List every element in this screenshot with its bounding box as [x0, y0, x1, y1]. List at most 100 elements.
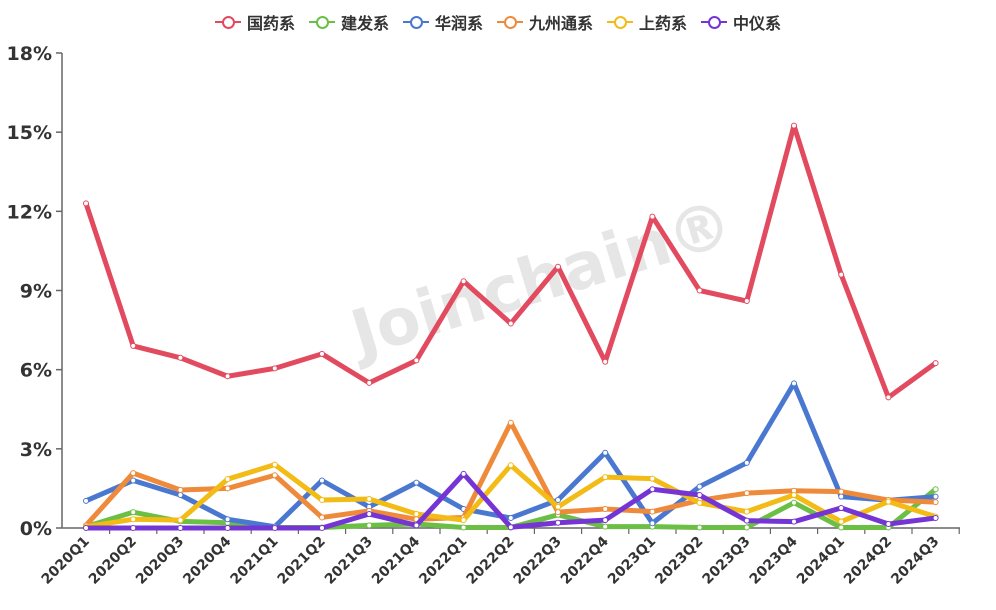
data-point-marker[interactable]	[177, 492, 184, 499]
data-point-marker[interactable]	[507, 514, 514, 521]
data-point-marker[interactable]	[555, 509, 561, 516]
data-point-marker[interactable]	[932, 499, 939, 506]
data-point-marker[interactable]	[83, 525, 89, 531]
data-point-marker[interactable]	[130, 470, 137, 477]
data-point-marker[interactable]	[743, 517, 750, 524]
data-point-marker[interactable]	[838, 504, 845, 511]
data-point-marker[interactable]	[413, 357, 420, 364]
data-point-marker[interactable]	[83, 497, 89, 504]
data-point-marker[interactable]	[932, 493, 939, 500]
data-point-marker[interactable]	[507, 419, 514, 426]
data-point-marker[interactable]	[319, 350, 325, 357]
data-point-marker[interactable]	[413, 522, 420, 529]
data-point-marker[interactable]	[743, 490, 750, 497]
data-point-marker[interactable]	[177, 517, 184, 524]
data-point-marker[interactable]	[602, 523, 609, 530]
data-point-marker[interactable]	[743, 524, 750, 531]
data-point-marker[interactable]	[460, 470, 467, 477]
data-point-marker[interactable]	[838, 493, 845, 500]
data-point-marker[interactable]	[507, 462, 514, 469]
legend-item-4[interactable]: 上药系	[607, 10, 687, 34]
data-point-marker[interactable]	[602, 358, 609, 365]
data-point-marker[interactable]	[177, 525, 184, 531]
data-point-marker[interactable]	[271, 461, 278, 468]
data-point-marker[interactable]	[177, 354, 184, 361]
data-point-marker[interactable]	[555, 497, 561, 504]
data-point-marker[interactable]	[555, 263, 561, 270]
series-0[interactable]	[83, 122, 939, 401]
data-point-marker[interactable]	[507, 524, 514, 531]
data-point-marker[interactable]	[366, 379, 373, 386]
data-point-marker[interactable]	[602, 517, 609, 524]
data-point-marker[interactable]	[791, 492, 797, 499]
data-point-marker[interactable]	[130, 509, 137, 516]
data-point-marker[interactable]	[696, 499, 703, 506]
data-point-marker[interactable]	[838, 518, 845, 525]
data-point-marker[interactable]	[838, 488, 845, 495]
data-point-marker[interactable]	[791, 518, 797, 525]
data-point-marker[interactable]	[319, 525, 325, 531]
legend-item-5[interactable]: 中仪系	[701, 10, 781, 34]
data-point-marker[interactable]	[460, 517, 467, 524]
series-5[interactable]	[83, 470, 939, 531]
data-point-marker[interactable]	[838, 271, 845, 278]
data-point-marker[interactable]	[555, 503, 561, 510]
data-point-marker[interactable]	[130, 516, 137, 523]
data-point-marker[interactable]	[932, 514, 939, 521]
data-point-marker[interactable]	[507, 320, 514, 327]
data-point-marker[interactable]	[224, 476, 231, 483]
data-point-marker[interactable]	[932, 486, 939, 493]
data-point-marker[interactable]	[130, 477, 137, 484]
data-point-marker[interactable]	[649, 520, 656, 527]
data-point-marker[interactable]	[649, 213, 656, 220]
data-point-marker[interactable]	[791, 122, 797, 129]
data-point-marker[interactable]	[885, 498, 892, 505]
data-point-marker[interactable]	[366, 495, 373, 502]
data-point-marker[interactable]	[177, 487, 184, 493]
data-point-marker[interactable]	[791, 499, 797, 506]
data-point-marker[interactable]	[696, 483, 703, 490]
data-point-marker[interactable]	[602, 506, 609, 512]
data-point-marker[interactable]	[460, 524, 467, 531]
data-point-marker[interactable]	[130, 525, 137, 531]
data-point-marker[interactable]	[130, 342, 137, 349]
data-point-marker[interactable]	[224, 485, 231, 492]
data-point-marker[interactable]	[555, 519, 561, 526]
data-point-marker[interactable]	[649, 475, 656, 482]
data-point-marker[interactable]	[319, 497, 325, 504]
data-point-marker[interactable]	[271, 472, 278, 479]
data-point-marker[interactable]	[602, 474, 609, 481]
data-point-marker[interactable]	[791, 380, 797, 387]
data-point-marker[interactable]	[838, 524, 845, 531]
legend-item-3[interactable]: 九州通系	[497, 10, 593, 34]
data-point-marker[interactable]	[696, 524, 703, 531]
data-point-marker[interactable]	[743, 298, 750, 305]
data-point-marker[interactable]	[271, 525, 278, 531]
data-point-marker[interactable]	[224, 525, 231, 531]
legend-item-0[interactable]: 国药系	[214, 10, 295, 34]
data-point-marker[interactable]	[319, 514, 325, 521]
data-point-marker[interactable]	[743, 508, 750, 515]
series-2[interactable]	[83, 380, 939, 530]
data-point-marker[interactable]	[460, 278, 467, 285]
legend-item-1[interactable]: 建发系	[308, 10, 389, 34]
legend-item-2[interactable]: 华润系	[402, 10, 483, 34]
data-point-marker[interactable]	[649, 508, 656, 515]
data-point-marker[interactable]	[413, 511, 420, 518]
data-point-marker[interactable]	[366, 511, 373, 518]
data-point-marker[interactable]	[696, 492, 703, 499]
data-point-marker[interactable]	[885, 394, 892, 401]
data-point-marker[interactable]	[743, 459, 750, 466]
data-point-marker[interactable]	[319, 477, 325, 484]
data-point-marker[interactable]	[366, 522, 373, 529]
data-point-marker[interactable]	[413, 479, 420, 486]
data-point-marker[interactable]	[271, 365, 278, 372]
data-point-marker[interactable]	[885, 521, 892, 528]
data-point-marker[interactable]	[932, 360, 939, 367]
data-point-marker[interactable]	[602, 449, 609, 456]
data-point-marker[interactable]	[83, 200, 89, 207]
data-point-marker[interactable]	[696, 287, 703, 294]
data-point-marker[interactable]	[224, 373, 231, 380]
data-point-marker[interactable]	[224, 516, 231, 523]
data-point-marker[interactable]	[649, 486, 656, 493]
